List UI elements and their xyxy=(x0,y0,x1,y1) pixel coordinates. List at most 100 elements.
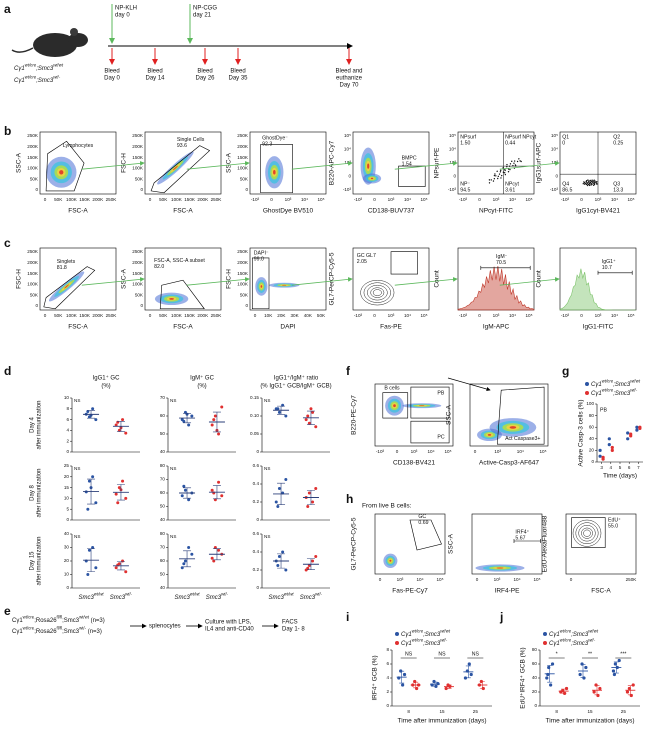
data-point xyxy=(635,425,639,429)
error-bar xyxy=(87,478,96,505)
superscript: wt/- xyxy=(125,592,133,597)
x-tick-label: -10³ xyxy=(354,313,363,318)
panel-label: g xyxy=(562,364,569,378)
data-point xyxy=(183,488,187,492)
data-point xyxy=(86,573,90,576)
data-point xyxy=(307,491,311,495)
event-dot xyxy=(587,179,589,181)
y-tick-label: 250K xyxy=(132,249,144,254)
x-tick-label: -10³ xyxy=(354,197,363,202)
significance: * xyxy=(556,651,558,657)
step: Day 1- 8 xyxy=(282,627,305,633)
event-dot xyxy=(506,163,508,166)
y-tick-label: 150K xyxy=(27,155,39,160)
density xyxy=(169,297,174,300)
y-tick-label: 250K xyxy=(27,249,39,254)
error-bar xyxy=(212,548,221,561)
y-tick-label: 20 xyxy=(64,474,70,479)
bleed-label: euthanize xyxy=(336,76,363,82)
x-tick-label: -10³ xyxy=(459,197,468,202)
y-axis-label: GL7-PerCP-Cy5-5 xyxy=(329,252,336,305)
y-tick-label: 40 xyxy=(160,585,166,590)
text-part: Smc3 xyxy=(174,595,190,601)
text-part: Cγ1 xyxy=(14,66,25,72)
gate-value: 1.50 xyxy=(460,140,470,146)
superscript: wt/- xyxy=(53,75,61,80)
text-part: (n=3) xyxy=(86,629,102,635)
gate-value: 0 xyxy=(562,140,565,146)
superscript: wt/wt xyxy=(440,629,451,634)
x-tick-label: 50K xyxy=(317,313,326,318)
y-tick-label: 20 xyxy=(532,689,538,694)
y-tick-label: 100K xyxy=(132,166,144,171)
data-point xyxy=(631,683,635,687)
gate-label: PC xyxy=(437,435,444,441)
text-part: Smc3 xyxy=(110,595,126,601)
y-tick-label: 10³ xyxy=(344,160,351,165)
gate-value: 82.0 xyxy=(154,264,164,270)
gate-value: 2.05 xyxy=(357,259,367,265)
x-tick-label: 10⁵ xyxy=(627,313,634,318)
gate-label: Act Caspase3+ xyxy=(505,436,540,442)
event-dot xyxy=(509,163,512,165)
density xyxy=(370,177,374,180)
gate-value: 70.5 xyxy=(496,260,506,266)
data-point xyxy=(91,407,95,411)
x-tick-label: 15 xyxy=(439,709,445,714)
y-tick-label: 250K xyxy=(237,133,249,138)
panel-label: j xyxy=(499,610,503,624)
data-point xyxy=(114,566,118,570)
text-part: Smc3 xyxy=(206,595,222,601)
data-point xyxy=(610,445,614,450)
event-dot xyxy=(582,182,584,185)
x-axis-label: IgM-APC xyxy=(483,324,510,331)
density xyxy=(64,284,70,289)
density xyxy=(282,284,287,286)
error-bar xyxy=(432,681,438,687)
mouse-icon xyxy=(11,28,88,57)
genotype: Cγ1wt/cre;Rosa26fl/fl;Smc3wt/- (n=3) xyxy=(12,626,102,635)
data-point xyxy=(124,496,128,500)
gate xyxy=(571,517,606,548)
y-axis-label: B220-PE-Cy7 xyxy=(351,395,358,435)
text-part: ;Smc3 xyxy=(36,78,54,84)
event-dot xyxy=(509,168,511,171)
text-part: Cγ1 xyxy=(591,382,602,388)
annotation: NS xyxy=(170,534,176,539)
immunization-day: day 21 xyxy=(193,13,212,19)
annotation: NS xyxy=(264,398,270,403)
data-point xyxy=(217,480,221,484)
data-point xyxy=(306,505,310,508)
y-tick-label: 40 xyxy=(64,531,70,536)
y-tick-label: 10⁵ xyxy=(449,133,456,138)
data-point xyxy=(617,658,621,663)
gate-label: B cells xyxy=(384,386,400,392)
data-point xyxy=(116,501,120,505)
data-point xyxy=(598,454,602,458)
panel-label: c xyxy=(4,236,11,250)
event-dot xyxy=(588,180,590,182)
gate-label: GC GL7 xyxy=(357,253,376,259)
gate-value: 0.69 xyxy=(418,520,428,526)
data-point xyxy=(91,546,95,549)
event-dot xyxy=(488,179,491,181)
data-point xyxy=(314,487,318,490)
x-tick-label: 0 xyxy=(570,577,573,582)
x-tick-label: 0 xyxy=(254,313,257,318)
gate-value: 0.25 xyxy=(613,140,623,146)
x-tick-label: 20K xyxy=(277,313,286,318)
data-point xyxy=(314,555,318,558)
x-axis-label: Time (days) xyxy=(603,473,637,480)
data-point xyxy=(210,488,214,492)
x-tick-label: 30K xyxy=(291,313,300,318)
superscript: wt/wt xyxy=(190,592,201,597)
y-tick-label: 20 xyxy=(589,448,595,453)
text-part: Cγ1 xyxy=(12,629,23,635)
y-tick-label: 10⁴ xyxy=(449,147,456,152)
x-axis-label: GhostDye BV510 xyxy=(263,208,314,215)
density xyxy=(419,405,425,407)
data-point xyxy=(94,566,98,570)
superscript: wt/- xyxy=(315,592,323,597)
event-dot xyxy=(488,182,491,184)
x-tick-label: -10³ xyxy=(251,197,260,202)
